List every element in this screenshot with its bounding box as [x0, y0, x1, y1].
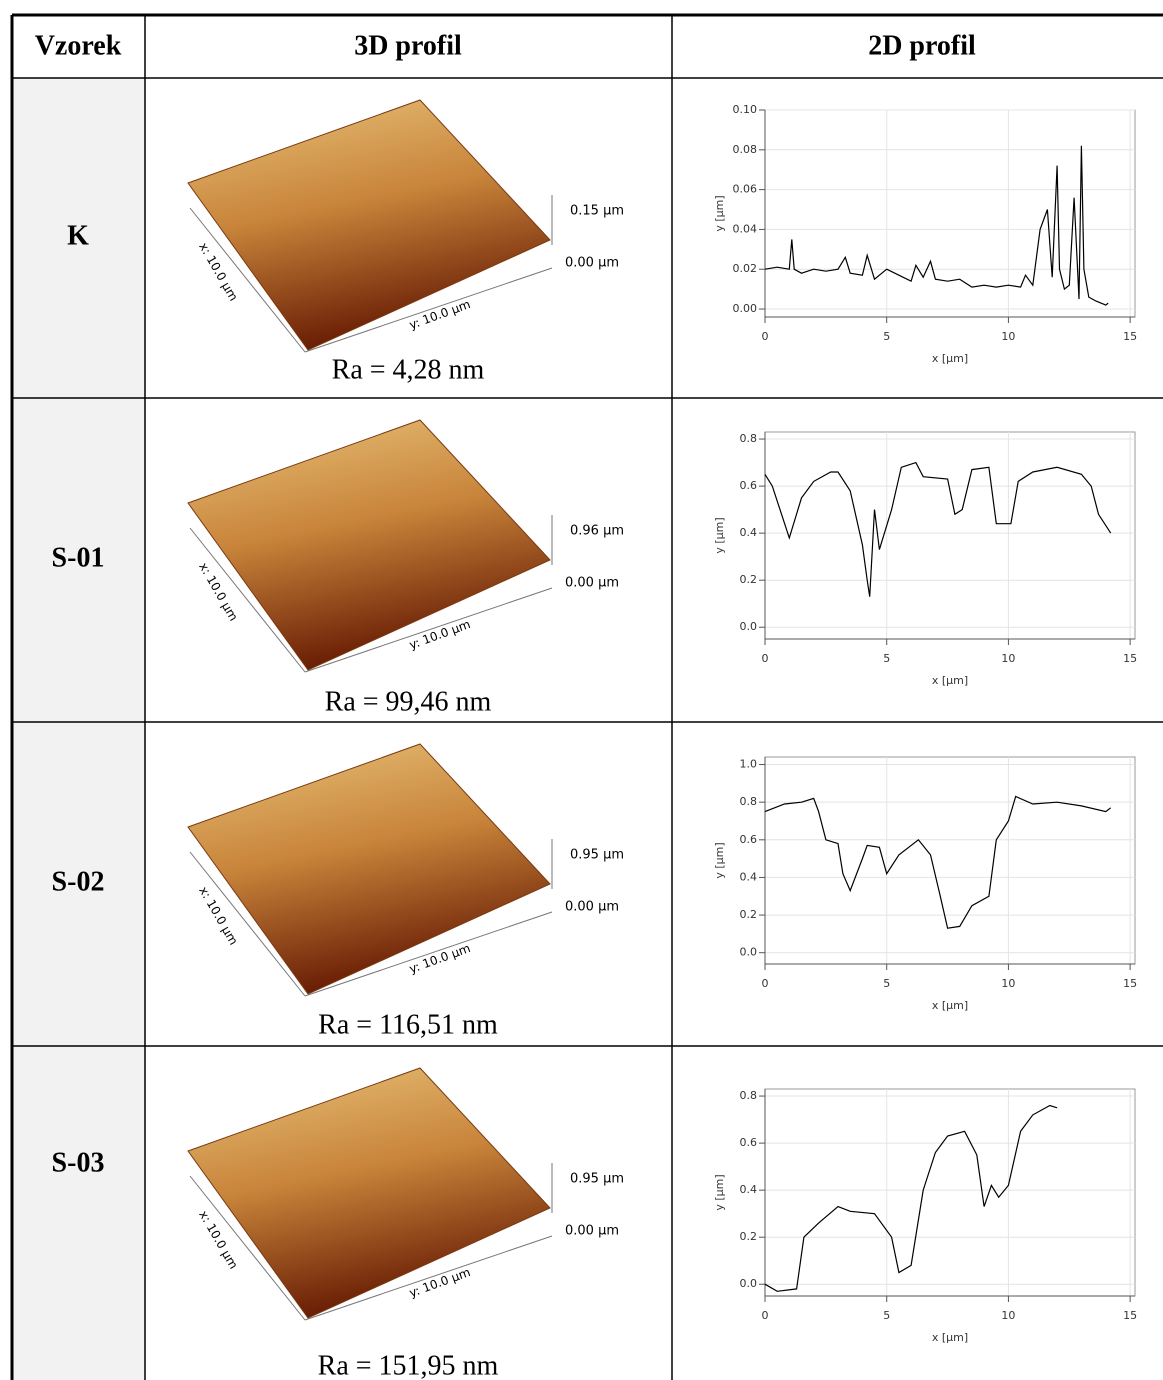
sample-name: S-01 — [52, 542, 105, 573]
roughness: Ra = 151,95 nm — [318, 1350, 499, 1380]
header-bg — [12, 15, 1163, 78]
x-tick-label: 0 — [762, 977, 769, 990]
y-axis-label: y [µm] — [713, 517, 726, 553]
y-tick-label: 0.4 — [740, 1183, 758, 1196]
header-cell: Vzorek — [35, 30, 122, 61]
x-tick-label: 5 — [883, 652, 890, 665]
x-axis-label: x [µm] — [932, 674, 968, 687]
x-tick-label: 10 — [1001, 652, 1015, 665]
header-cell: 3D profil — [354, 30, 462, 61]
y-tick-label: 0.8 — [740, 432, 758, 445]
x-tick-label: 10 — [1001, 977, 1015, 990]
y-tick-label: 1.0 — [740, 758, 758, 771]
x-axis-label: x [µm] — [932, 999, 968, 1012]
z-max: 0.95 µm — [570, 848, 624, 863]
z-max: 0.95 µm — [570, 1172, 624, 1187]
x-axis-3d: x: 10.0 µm — [196, 884, 241, 947]
y-tick-label: 0.0 — [740, 946, 758, 959]
surface-3d — [188, 420, 550, 670]
sample-name: S-02 — [52, 866, 105, 897]
z-max: 0.96 µm — [570, 524, 624, 539]
x-axis-label: x [µm] — [932, 352, 968, 365]
surface-3d — [188, 744, 550, 994]
y-tick-label: 0.8 — [740, 1089, 758, 1102]
sample-column-bg — [12, 78, 145, 1380]
y-axis-3d: y: 10.0 µm — [407, 297, 472, 332]
z-min: 0.00 µm — [565, 900, 619, 915]
y-tick-label: 0.04 — [733, 222, 758, 235]
y-axis-label: y [µm] — [713, 195, 726, 231]
x-axis-3d: x: 10.0 µm — [196, 240, 241, 303]
page: Vzorek 3D profil 2D profil Kx: 10.0 µm y:… — [0, 0, 1163, 1380]
y-tick-label: 0.06 — [733, 183, 758, 196]
x-tick-label: 5 — [883, 977, 890, 990]
plot-area — [765, 757, 1135, 964]
y-axis-label: y [µm] — [713, 842, 726, 878]
y-axis-3d: y: 10.0 µm — [407, 941, 472, 976]
y-tick-label: 0.0 — [740, 1277, 758, 1290]
x-tick-label: 5 — [883, 330, 890, 343]
y-axis-3d: y: 10.0 µm — [407, 617, 472, 652]
sample-name: K — [67, 220, 89, 251]
x-tick-label: 15 — [1123, 977, 1137, 990]
sample-name: S-03 — [52, 1147, 105, 1178]
surface-3d — [188, 100, 550, 350]
header-cell: 2D profil — [868, 30, 976, 61]
y-tick-label: 0.4 — [740, 870, 758, 883]
y-tick-label: 0.8 — [740, 795, 758, 808]
y-tick-label: 0.6 — [740, 833, 758, 846]
z-max: 0.15 µm — [570, 204, 624, 219]
y-tick-label: 0.02 — [733, 262, 758, 275]
x-tick-label: 0 — [762, 652, 769, 665]
x-tick-label: 15 — [1123, 1309, 1137, 1322]
y-tick-label: 0.2 — [740, 1230, 758, 1243]
roughness: Ra = 4,28 nm — [332, 354, 485, 385]
y-tick-label: 0.6 — [740, 479, 758, 492]
y-tick-label: 0.2 — [740, 908, 758, 921]
y-tick-label: 0.4 — [740, 526, 758, 539]
z-min: 0.00 µm — [565, 576, 619, 591]
y-axis-label: y [µm] — [713, 1174, 726, 1210]
y-axis-3d: y: 10.0 µm — [407, 1265, 472, 1300]
y-tick-label: 0.6 — [740, 1136, 758, 1149]
x-axis-3d: x: 10.0 µm — [196, 1208, 241, 1271]
plot-area — [765, 1089, 1135, 1296]
z-min: 0.00 µm — [565, 1224, 619, 1239]
y-tick-label: 0.0 — [740, 620, 758, 633]
roughness: Ra = 99,46 nm — [325, 686, 492, 717]
y-tick-label: 0.08 — [733, 143, 758, 156]
plot-area — [765, 432, 1135, 639]
x-tick-label: 10 — [1001, 1309, 1015, 1322]
surface-3d — [188, 1068, 550, 1318]
roughness: Ra = 116,51 nm — [318, 1009, 498, 1040]
x-tick-label: 5 — [883, 1309, 890, 1322]
z-min: 0.00 µm — [565, 256, 619, 271]
x-tick-label: 15 — [1123, 330, 1137, 343]
y-tick-label: 0.00 — [733, 302, 758, 315]
y-tick-label: 0.2 — [740, 573, 758, 586]
x-tick-label: 15 — [1123, 652, 1137, 665]
x-tick-label: 10 — [1001, 330, 1015, 343]
y-tick-label: 0.10 — [733, 103, 758, 116]
x-axis-label: x [µm] — [932, 1331, 968, 1344]
x-tick-label: 0 — [762, 1309, 769, 1322]
x-tick-label: 0 — [762, 330, 769, 343]
x-axis-3d: x: 10.0 µm — [196, 560, 241, 623]
